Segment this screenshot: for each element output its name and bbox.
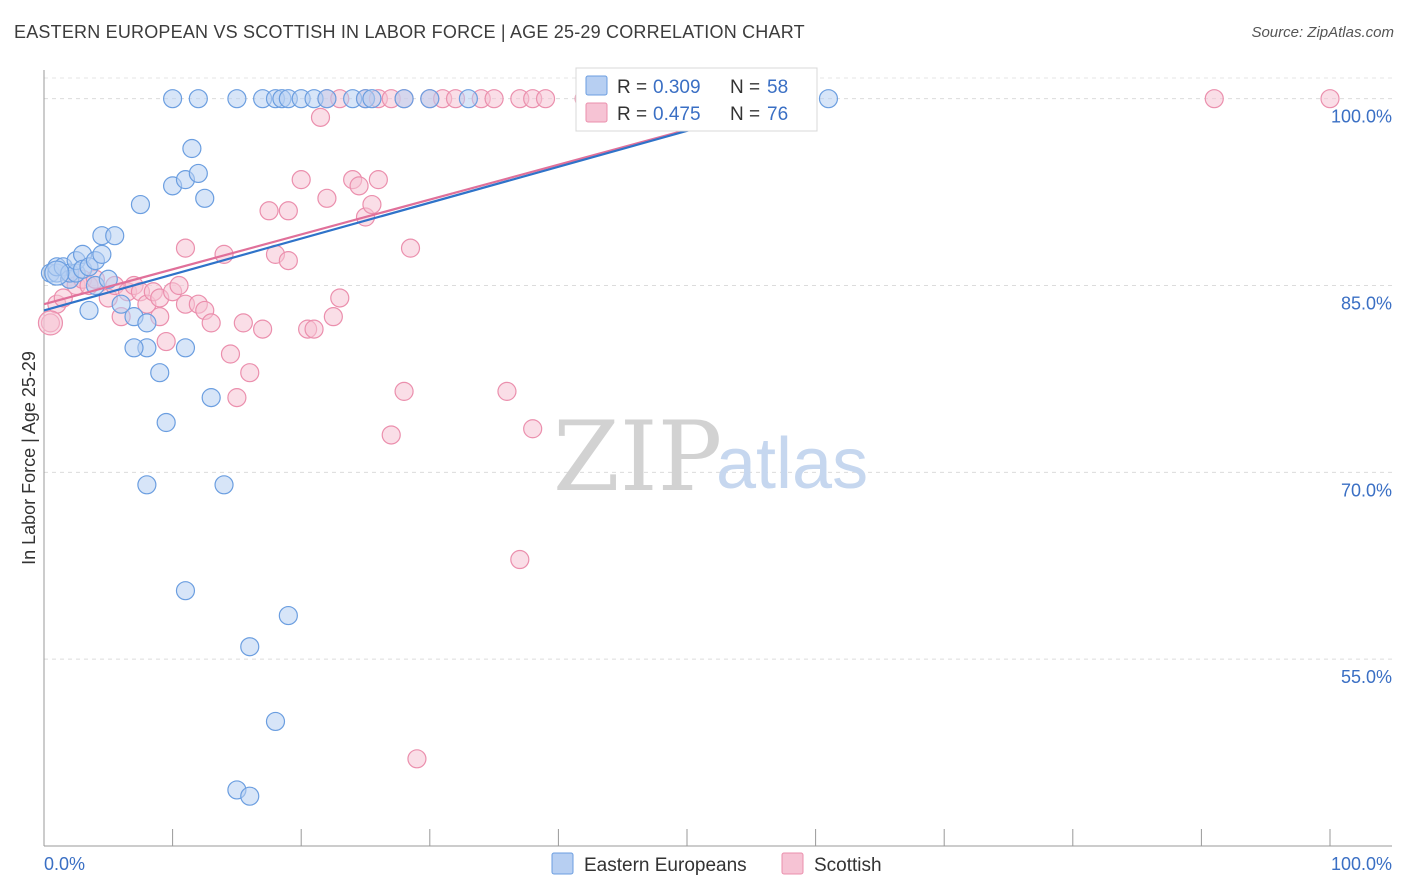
legend-r-label-eastern: R = bbox=[617, 77, 647, 98]
eastern-point-cluster bbox=[44, 260, 70, 286]
legend-n-label-scottish: N = bbox=[730, 104, 760, 125]
scottish-point-27 bbox=[220, 344, 241, 364]
scottish-point-29 bbox=[233, 313, 253, 333]
scottish-point-30 bbox=[240, 363, 260, 383]
eastern-point-42 bbox=[188, 89, 208, 109]
legend-n-value-eastern: 58 bbox=[767, 77, 788, 98]
scottish-point-50 bbox=[400, 238, 421, 258]
eastern-point-23 bbox=[124, 338, 144, 358]
legend-swatch-scottish bbox=[585, 102, 608, 123]
scottish-point-28 bbox=[227, 388, 247, 408]
eastern-point-38 bbox=[278, 605, 298, 626]
scottish-point-40 bbox=[317, 188, 337, 208]
scottish-points bbox=[37, 89, 1340, 769]
eastern-point-50 bbox=[317, 89, 337, 109]
eastern-point-36 bbox=[240, 637, 260, 657]
x-axis-ticks bbox=[43, 829, 1331, 846]
legend-r-label-scottish: R = bbox=[617, 104, 647, 125]
scottish-point-32 bbox=[259, 201, 279, 221]
eastern-point-26 bbox=[137, 475, 157, 495]
eastern-point-41 bbox=[163, 89, 183, 109]
scottish-point-42 bbox=[330, 288, 350, 308]
eastern-point-33 bbox=[201, 388, 221, 408]
scottish-point-18 bbox=[156, 331, 176, 352]
scottish-point-54 bbox=[523, 419, 543, 439]
eastern-point-56 bbox=[458, 89, 478, 109]
watermark-zip: ZIP bbox=[553, 401, 722, 513]
scottish-point-41 bbox=[323, 307, 343, 327]
scottish-point-48 bbox=[381, 425, 401, 445]
legend-bottom-label-scottish: Scottish bbox=[814, 855, 882, 876]
scottish-point-51 bbox=[407, 749, 427, 769]
eastern-point-17 bbox=[105, 226, 125, 246]
eastern-point-53 bbox=[362, 89, 382, 109]
scottish-point-31 bbox=[253, 319, 273, 339]
y-tick-label-85: 85.0% bbox=[1341, 294, 1392, 314]
eastern-point-32 bbox=[175, 338, 196, 358]
legend-bottom-label-eastern: Eastern Europeans bbox=[584, 855, 747, 876]
scottish-point-38 bbox=[304, 319, 324, 339]
y-axis-labels: 55.0% 70.0% 85.0% 100.0% bbox=[1331, 107, 1392, 687]
scottish-point-44 bbox=[349, 176, 369, 196]
scottish-point-20 bbox=[169, 275, 189, 296]
stats-legend: R = 0.309 N = 58 R = 0.475 N = 76 bbox=[575, 67, 818, 132]
eastern-point-15 bbox=[92, 244, 112, 264]
scottish-point-35 bbox=[278, 201, 298, 221]
eastern-point-24 bbox=[150, 363, 170, 383]
y-tick-label-55: 55.0% bbox=[1341, 667, 1392, 687]
scottish-point-76 bbox=[1320, 89, 1340, 109]
eastern-point-43 bbox=[227, 89, 247, 109]
eastern-points bbox=[40, 89, 839, 806]
scottish-point-46 bbox=[362, 194, 382, 215]
scottish-point-47 bbox=[368, 170, 388, 190]
eastern-point-54 bbox=[394, 89, 414, 109]
eastern-point-34 bbox=[214, 475, 234, 495]
scottish-point-36 bbox=[291, 170, 311, 190]
watermark-atlas: atlas bbox=[716, 424, 868, 504]
eastern-point-30 bbox=[188, 163, 208, 184]
series-legend: Eastern Europeans Scottish bbox=[551, 852, 882, 876]
y-axis-title: In Labor Force | Age 25-29 bbox=[19, 351, 39, 565]
scottish-point-75 bbox=[1204, 89, 1224, 109]
legend-bottom-swatch-scottish bbox=[781, 852, 804, 875]
legend-r-value-scottish: 0.475 bbox=[653, 104, 701, 125]
scottish-point-cluster bbox=[37, 310, 64, 336]
x-tick-label-min: 0.0% bbox=[44, 854, 85, 874]
scottish-point-65 bbox=[484, 89, 504, 109]
y-tick-label-70: 70.0% bbox=[1341, 480, 1392, 500]
eastern-point-21 bbox=[137, 313, 157, 333]
scottish-point-34 bbox=[278, 251, 298, 271]
legend-n-value-scottish: 76 bbox=[767, 104, 788, 125]
eastern-point-29 bbox=[182, 138, 202, 159]
eastern-point-35 bbox=[175, 581, 196, 601]
legend-r-value-eastern: 0.309 bbox=[653, 77, 701, 98]
eastern-point-31 bbox=[195, 188, 215, 208]
scottish-point-49 bbox=[394, 381, 414, 401]
eastern-point-20 bbox=[130, 194, 151, 215]
eastern-point-40 bbox=[240, 786, 260, 806]
legend-n-label-eastern: N = bbox=[730, 77, 760, 98]
scottish-point-25 bbox=[201, 313, 221, 333]
chart-title: EASTERN EUROPEAN VS SCOTTISH IN LABOR FO… bbox=[14, 22, 805, 42]
legend-swatch-eastern bbox=[585, 75, 608, 96]
scottish-point-22 bbox=[175, 238, 196, 258]
y-tick-label-100: 100.0% bbox=[1331, 107, 1392, 127]
eastern-point-12 bbox=[79, 300, 99, 321]
scottish-point-53 bbox=[510, 549, 530, 570]
eastern-point-16 bbox=[98, 269, 118, 289]
eastern-point-57 bbox=[818, 89, 839, 109]
source-label: Source: ZipAtlas.com bbox=[1251, 24, 1394, 41]
eastern-point-37 bbox=[265, 711, 286, 732]
x-tick-label-max: 100.0% bbox=[1331, 854, 1392, 874]
scottish-point-68 bbox=[535, 89, 556, 109]
eastern-point-25 bbox=[156, 412, 176, 433]
scottish-point-39 bbox=[310, 107, 331, 127]
eastern-point-18 bbox=[111, 294, 131, 314]
legend-bottom-swatch-eastern bbox=[551, 852, 574, 875]
scottish-point-52 bbox=[497, 381, 517, 401]
eastern-point-55 bbox=[420, 89, 440, 109]
